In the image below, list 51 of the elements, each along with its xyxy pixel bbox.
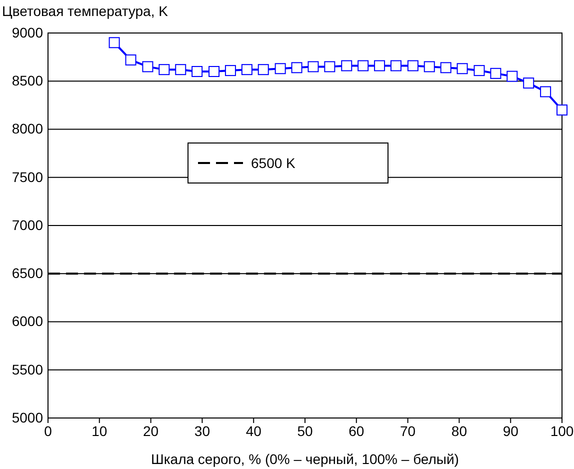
- y-tick-label: 8000: [12, 120, 44, 137]
- y-tick-label: 8500: [12, 72, 44, 89]
- point: [308, 61, 319, 72]
- point: [424, 61, 435, 72]
- point: [192, 66, 203, 77]
- point: [490, 68, 502, 79]
- y-tick-label: 6500: [12, 265, 44, 282]
- x-tick-label: 0: [44, 422, 52, 439]
- y-tick-label: 5000: [12, 409, 44, 426]
- y-axis-title: Цветовая температура, K: [2, 3, 169, 19]
- y-tick-label: 5500: [12, 361, 44, 378]
- point: [374, 60, 386, 72]
- y-tick-label: 6000: [12, 313, 44, 330]
- point: [523, 78, 534, 89]
- x-tick-label: 80: [451, 422, 468, 439]
- point: [324, 61, 336, 72]
- point: [175, 64, 186, 76]
- point: [506, 70, 518, 82]
- point: [390, 60, 402, 72]
- x-tick-label: 60: [348, 422, 364, 439]
- point: [125, 54, 136, 66]
- x-tick-label: 40: [246, 422, 262, 439]
- y-tick-label: 9000: [12, 24, 44, 40]
- point: [358, 60, 369, 72]
- point: [540, 86, 552, 98]
- point: [108, 37, 120, 48]
- x-tick-label: 10: [92, 422, 108, 439]
- point: [158, 64, 170, 76]
- point: [258, 64, 269, 76]
- point: [291, 62, 302, 74]
- x-axis-title: Шкала серого, % (0% – черный, 100% – белый): [151, 451, 459, 467]
- point: [208, 66, 220, 77]
- x-tick-label: 50: [297, 422, 313, 439]
- legend-label: 6500 K: [251, 155, 296, 171]
- point: [407, 60, 418, 72]
- y-tick-label: 7500: [12, 168, 44, 185]
- y-tick-label: 7000: [12, 216, 44, 233]
- x-tick-label: 30: [194, 422, 210, 439]
- point: [456, 63, 468, 74]
- x-tick-label: 90: [502, 422, 519, 439]
- point: [556, 104, 568, 116]
- x-tick-label: 20: [143, 422, 159, 439]
- point: [474, 65, 485, 76]
- x-tick-label: 100: [550, 422, 574, 439]
- point: [440, 62, 452, 74]
- point: [142, 61, 154, 72]
- point: [224, 65, 236, 76]
- point: [241, 64, 252, 76]
- x-tick-label: 70: [400, 422, 416, 439]
- point: [341, 60, 352, 72]
- point: [274, 63, 286, 74]
